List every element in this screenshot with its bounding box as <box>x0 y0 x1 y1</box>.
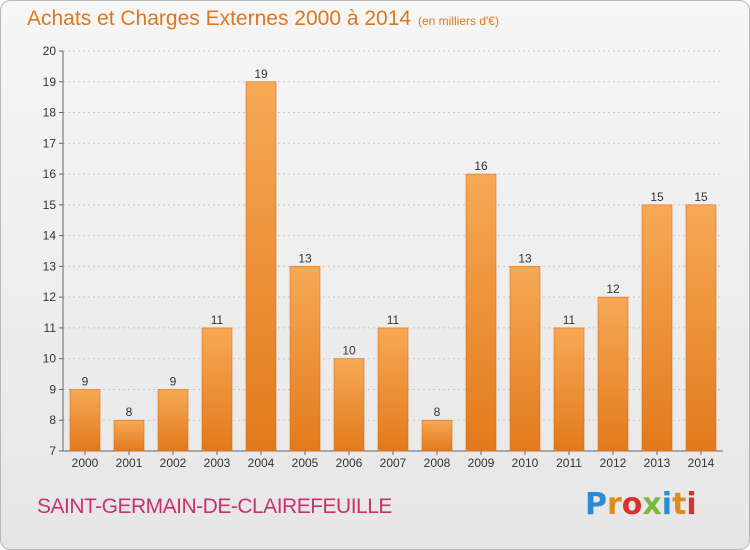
logo-letter: o <box>621 487 643 522</box>
axes: 7 8 9 10 11 12 13 14 15 16 17 18 19 20 2000 2001 2002 200… <box>43 44 723 470</box>
y-tick-label: 13 <box>43 259 57 273</box>
data-label-2002: 9 <box>170 374 177 388</box>
bar-2012[interactable] <box>597 296 629 452</box>
data-label-2000: 9 <box>82 374 89 388</box>
data-label-2001: 8 <box>126 405 133 419</box>
x-tick-label-2012: 2012 <box>600 456 627 470</box>
y-tick-label: 15 <box>43 198 57 212</box>
x-tick-label-2000: 2000 <box>72 456 99 470</box>
y-tick-label: 12 <box>43 290 57 304</box>
bar-2000[interactable] <box>69 389 101 452</box>
y-tick-label: 10 <box>43 352 57 366</box>
data-label-2010: 13 <box>518 251 532 265</box>
x-tick-label-2007: 2007 <box>380 456 407 470</box>
logo-letter: P <box>585 487 607 522</box>
x-tick-label-2006: 2006 <box>336 456 363 470</box>
x-tick-label-2010: 2010 <box>512 456 539 470</box>
x-tick-label-2005: 2005 <box>292 456 319 470</box>
data-label-2011: 11 <box>563 313 576 327</box>
x-tick-label-2014: 2014 <box>688 456 715 470</box>
bar-2001[interactable] <box>113 419 145 452</box>
y-tick-label: 11 <box>44 321 57 335</box>
logo-letter: x <box>642 487 662 522</box>
y-tick-label: 9 <box>49 382 56 396</box>
bar-2008[interactable] <box>421 419 453 452</box>
bar-2010[interactable] <box>509 266 541 452</box>
x-tick-label-2004: 2004 <box>248 456 275 470</box>
data-labels: 9 8 9 11 19 13 10 11 8 16 13 11 12 15 15 <box>82 67 708 419</box>
x-tick-label-2003: 2003 <box>204 456 231 470</box>
bar-2007[interactable] <box>377 327 409 452</box>
data-label-2013: 15 <box>650 190 664 204</box>
x-tick-label-2009: 2009 <box>468 456 495 470</box>
y-tick-label: 16 <box>43 167 57 181</box>
unit-note: (en milliers d'€) <box>418 14 499 28</box>
bars <box>69 81 717 452</box>
x-tick-label-2013: 2013 <box>644 456 671 470</box>
bar-2005[interactable] <box>289 266 321 452</box>
data-label-2009: 16 <box>474 159 488 173</box>
bar-2004[interactable] <box>245 81 277 452</box>
y-tick-label: 7 <box>49 444 56 458</box>
x-tick-label-2011: 2011 <box>556 456 582 470</box>
place-name: SAINT-GERMAIN-DE-CLAIREFEUILLE <box>37 495 392 518</box>
bar-2011[interactable] <box>553 327 585 452</box>
y-tick-label: 14 <box>43 229 57 243</box>
bar-2003[interactable] <box>201 327 233 452</box>
data-label-2007: 11 <box>387 313 400 327</box>
data-label-2003: 11 <box>211 313 224 327</box>
logo-letter: i <box>686 487 697 522</box>
x-tick-label-2008: 2008 <box>424 456 451 470</box>
y-tick-label: 8 <box>49 413 56 427</box>
bar-2006[interactable] <box>333 358 365 452</box>
data-label-2005: 13 <box>298 251 312 265</box>
data-label-2006: 10 <box>342 344 356 358</box>
proxiti-logo[interactable]: Proxiti <box>585 487 697 522</box>
data-label-2012: 12 <box>606 282 620 296</box>
y-tick-label: 19 <box>43 75 57 89</box>
data-label-2014: 15 <box>694 190 708 204</box>
bar-2014[interactable] <box>685 204 717 452</box>
logo-letter: r <box>607 487 622 522</box>
data-label-2008: 8 <box>434 405 441 419</box>
chart-title: Achats et Charges Externes 2000 à 2014 <box>27 7 412 30</box>
y-tick-label: 17 <box>43 136 57 150</box>
bar-2013[interactable] <box>641 204 673 452</box>
data-label-2004: 19 <box>254 67 268 81</box>
logo-letter: i <box>661 487 673 522</box>
bar-2009[interactable] <box>465 173 497 452</box>
bar-2002[interactable] <box>157 389 189 452</box>
logo-letter: t <box>672 487 687 522</box>
y-tick-label: 20 <box>43 44 57 58</box>
y-tick-label: 18 <box>43 106 57 120</box>
x-tick-label-2001: 2001 <box>116 456 143 470</box>
x-tick-label-2002: 2002 <box>160 456 187 470</box>
